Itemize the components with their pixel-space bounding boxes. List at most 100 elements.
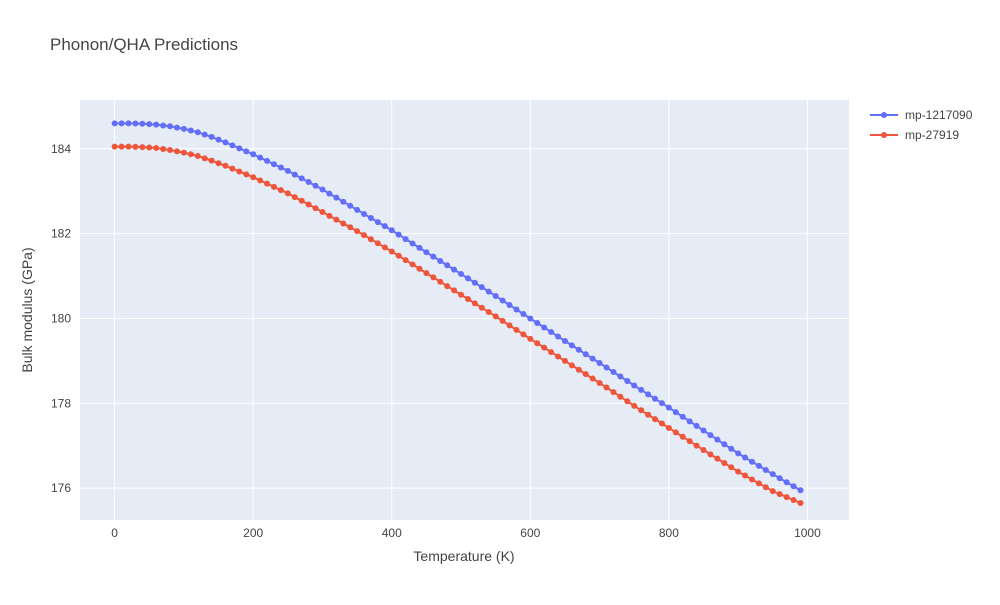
data-point [139,120,146,127]
data-point [707,432,714,439]
data-point [658,420,665,427]
data-point [298,175,305,182]
data-point [617,393,624,400]
data-point [236,168,243,175]
data-point [264,180,271,187]
data-point [624,398,631,405]
data-point [194,153,201,159]
data-point [534,340,541,347]
data-point [617,373,624,380]
data-point [769,488,776,495]
data-point [160,122,167,129]
data-point [700,427,707,434]
y-tick-label: 184 [51,142,71,156]
data-point [541,324,548,331]
data-point [728,464,735,471]
data-point [111,143,118,150]
data-point [797,500,804,507]
data-point [582,351,589,358]
data-point [409,261,416,268]
data-point [374,219,381,226]
data-point [388,248,395,255]
legend-item[interactable]: mp-1217090 [870,108,973,122]
data-point [665,404,672,411]
data-point [610,389,617,396]
data-point [693,442,700,449]
data-point [312,182,319,189]
data-point [679,433,686,440]
x-tick-label: 200 [243,526,263,540]
data-point [638,386,645,393]
data-point [728,445,735,452]
data-point [721,441,728,448]
data-point [652,395,659,402]
data-point [762,484,769,491]
data-point [589,355,596,362]
data-point [492,313,499,320]
data-point [721,459,728,466]
data-point [714,436,721,443]
data-point [520,331,527,338]
data-point [319,186,326,193]
data-point [381,223,388,230]
data-point [229,142,236,149]
data-point [125,143,132,150]
data-point [139,144,146,151]
data-point [229,165,236,172]
chart-title: Phonon/QHA Predictions [50,35,238,54]
legend: mp-1217090 mp-27919 [870,108,973,142]
legend-item[interactable]: mp-27919 [870,128,959,142]
data-point [686,418,693,425]
series-line [114,145,801,504]
data-point [444,262,451,269]
data-point [277,164,284,171]
data-point [596,360,603,367]
y-axis-label: Bulk modulus (GPa) [19,247,35,372]
data-point [693,422,700,429]
data-point [520,310,527,317]
data-point [132,143,139,150]
data-point [257,154,264,161]
data-point [305,179,312,186]
data-point [402,257,409,264]
x-axis-ticks: 0 200 400 600 800 1000 [111,526,821,540]
data-point [284,167,291,174]
data-point [381,244,388,251]
data-point [437,278,444,285]
data-point [755,480,762,487]
y-tick-label: 176 [51,481,71,495]
data-point [672,409,679,416]
data-point [561,337,568,344]
data-point [347,224,354,231]
data-point [167,147,174,154]
data-point [367,236,374,243]
data-point [340,220,347,227]
data-point [755,462,762,469]
x-tick-label: 0 [111,526,118,540]
data-point [471,300,478,307]
data-point [742,454,749,461]
data-point [270,161,277,168]
data-point [458,291,465,298]
data-point [548,328,555,335]
data-point [555,333,562,340]
data-point [194,129,201,136]
data-point [250,151,257,158]
data-point [243,171,250,178]
legend-marker-swatch [881,132,887,138]
series-mp-27919 [111,143,804,507]
data-point [402,236,409,243]
data-point [458,270,465,277]
data-point [783,494,790,501]
data-point [451,266,458,273]
data-point [568,362,575,369]
data-point [388,227,395,234]
data-point [749,476,756,483]
data-point [264,157,271,164]
data-point [326,190,333,197]
data-point [125,120,132,127]
data-point [215,160,222,167]
data-point [631,382,638,389]
y-axis-ticks: 176 178 180 182 184 [51,142,71,495]
